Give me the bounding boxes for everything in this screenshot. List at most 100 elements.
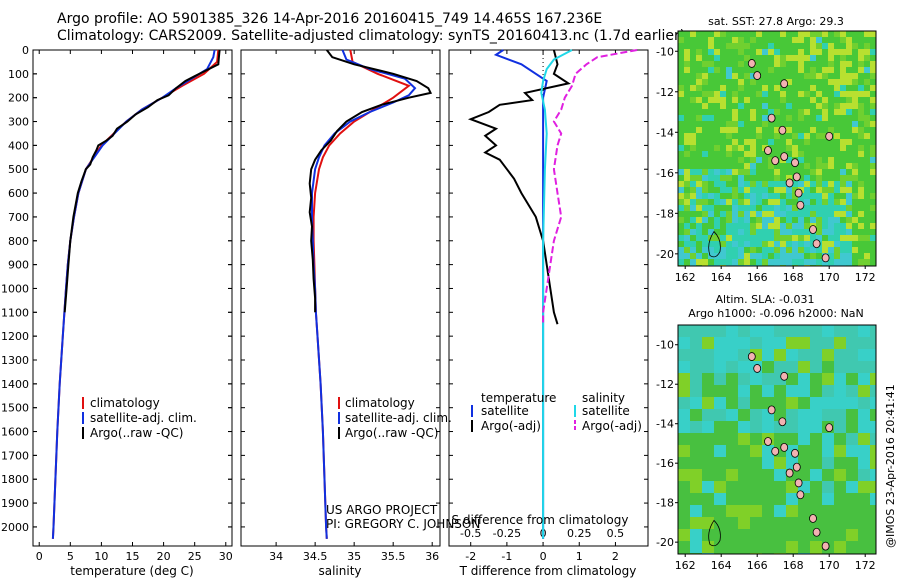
- map-cell: [768, 43, 774, 49]
- map-cell: [864, 61, 870, 67]
- map-cell: [834, 445, 846, 457]
- map-cell: [858, 73, 864, 79]
- map-cell: [810, 169, 816, 175]
- map-cell: [870, 433, 876, 445]
- map-cell: [840, 49, 846, 55]
- map-cell: [828, 55, 834, 61]
- map-cell: [684, 79, 690, 85]
- map-cell: [840, 127, 846, 133]
- map-cell: [822, 169, 828, 175]
- map-cell: [804, 145, 810, 151]
- map-cell: [852, 211, 858, 217]
- map-cell: [804, 229, 810, 235]
- map-cell: [744, 229, 750, 235]
- map-cell: [870, 193, 876, 199]
- map-cell: [786, 409, 798, 421]
- y-tick-label: -20: [656, 536, 674, 549]
- map-cell: [864, 127, 870, 133]
- map-cell: [870, 199, 876, 205]
- map-cell: [798, 385, 810, 397]
- map-cell: [750, 103, 756, 109]
- map-cell: [678, 241, 684, 247]
- map-cell: [720, 37, 726, 43]
- map-cell: [756, 187, 762, 193]
- map-cell: [720, 169, 726, 175]
- map-cell: [750, 211, 756, 217]
- map-cell: [858, 55, 864, 61]
- map-cell: [786, 43, 792, 49]
- map-cell: [690, 133, 696, 139]
- y-tick-label: 100: [8, 68, 29, 81]
- map-cell: [804, 205, 810, 211]
- map-cell: [762, 193, 768, 199]
- map-cell: [846, 361, 858, 373]
- map-cell: [858, 325, 870, 337]
- map-cell: [774, 91, 780, 97]
- map-cell: [774, 505, 786, 517]
- map-cell: [858, 145, 864, 151]
- map-cell: [684, 49, 690, 55]
- x-tick-label: 170: [819, 559, 840, 572]
- map-cell: [768, 157, 774, 163]
- map-cell: [822, 445, 834, 457]
- map-cell: [846, 481, 858, 493]
- map-cell: [780, 31, 786, 37]
- map-cell: [822, 217, 828, 223]
- map-cell: [726, 115, 732, 121]
- map-cell: [702, 505, 714, 517]
- map-cell: [870, 169, 876, 175]
- map-cell: [846, 157, 852, 163]
- map-cell: [750, 241, 756, 247]
- map-cell: [870, 79, 876, 85]
- map-cell: [846, 349, 858, 361]
- map-cell: [834, 517, 846, 529]
- map-cell: [744, 163, 750, 169]
- map-cell: [726, 43, 732, 49]
- map-cell: [822, 247, 828, 253]
- map-cell: [762, 235, 768, 241]
- map-cell: [822, 85, 828, 91]
- map-cell: [792, 181, 798, 187]
- map-cell: [858, 67, 864, 73]
- map-cell: [720, 187, 726, 193]
- difference-panel-frame: [448, 49, 649, 547]
- map-cell: [816, 163, 822, 169]
- map-cell: [762, 37, 768, 43]
- map-cell: [750, 157, 756, 163]
- map-cell: [786, 505, 798, 517]
- map-cell: [774, 85, 780, 91]
- map-cell: [738, 217, 744, 223]
- island: [785, 178, 794, 188]
- map-cell: [828, 91, 834, 97]
- map-cell: [714, 223, 720, 229]
- map-cell: [738, 109, 744, 115]
- map-cell: [792, 199, 798, 205]
- map-cell: [834, 157, 840, 163]
- map-cell: [870, 235, 876, 241]
- map-cell: [690, 73, 696, 79]
- map-cell: [786, 169, 792, 175]
- map-cell: [846, 49, 852, 55]
- map-cell: [816, 199, 822, 205]
- map-cell: [858, 445, 870, 457]
- map-cell: [684, 223, 690, 229]
- map-cell: [762, 199, 768, 205]
- map-cell: [804, 61, 810, 67]
- map-cell: [828, 163, 834, 169]
- map-cell: [816, 67, 822, 73]
- temperature-legend: climatology satellite-adj. clim. Argo(..…: [82, 396, 197, 440]
- map-cell: [834, 205, 840, 211]
- map-cell: [690, 217, 696, 223]
- map-cell: [678, 409, 690, 421]
- map-cell: [822, 193, 828, 199]
- map-cell: [816, 157, 822, 163]
- map-cell: [834, 97, 840, 103]
- map-cell: [774, 325, 786, 337]
- map-cell: [684, 145, 690, 151]
- map-cell: [798, 133, 804, 139]
- x-tick-label: 164: [711, 271, 732, 284]
- map-cell: [846, 175, 852, 181]
- map-cell: [846, 79, 852, 85]
- map-cell: [744, 211, 750, 217]
- map-cell: [678, 187, 684, 193]
